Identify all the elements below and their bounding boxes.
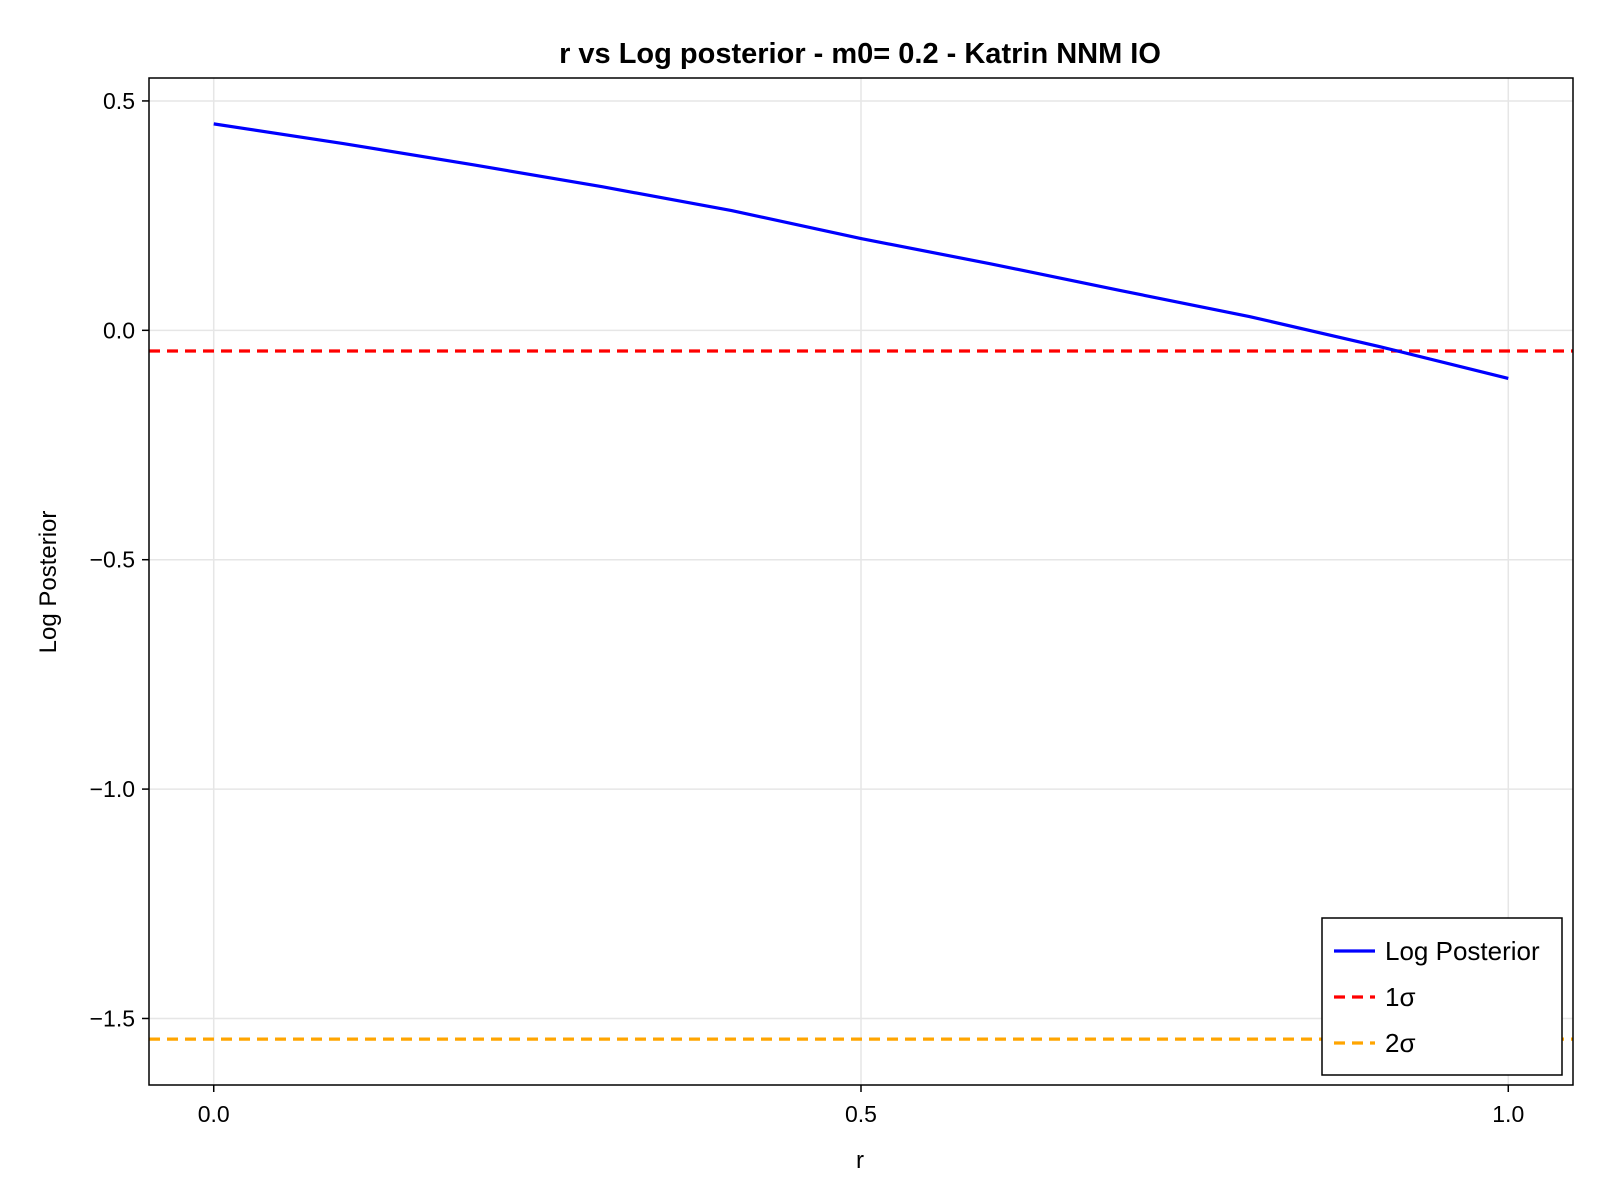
x-tick-label: 1.0: [1492, 1101, 1524, 1127]
legend-label: 1σ: [1385, 982, 1416, 1012]
y-tick-label: −1.5: [90, 1005, 135, 1031]
series-line-log-posterior: [213, 122, 1509, 381]
y-tick-label: −1.0: [90, 776, 135, 802]
reference-lines: [149, 349, 1573, 1041]
x-tick-label: 0.0: [198, 1101, 230, 1127]
y-tick-label: 0.5: [103, 88, 135, 114]
legend-item: 1σ: [1334, 982, 1416, 1012]
legend-label: 2σ: [1385, 1028, 1416, 1058]
y-tick-label: 0.0: [103, 317, 135, 343]
y-axis-ticks: 0.5 0.0 −0.5 −1.0 −1.5: [90, 88, 149, 1031]
legend-item: Log Posterior: [1334, 936, 1540, 966]
legend-item: 2σ: [1334, 1028, 1416, 1058]
x-axis-ticks: 0.0 0.5 1.0: [198, 1085, 1524, 1127]
x-axis-label: r: [856, 1147, 864, 1174]
chart-title: r vs Log posterior - m0= 0.2 - Katrin NN…: [559, 38, 1161, 70]
grid: [149, 78, 1573, 1085]
x-tick-label: 0.5: [845, 1101, 877, 1127]
legend-label: Log Posterior: [1385, 936, 1540, 966]
y-axis-label: Log Posterior: [35, 511, 62, 654]
y-tick-label: −0.5: [90, 547, 135, 573]
legend: Log Posterior 1σ 2σ: [1321, 917, 1563, 1076]
series-layer: [213, 122, 1509, 381]
